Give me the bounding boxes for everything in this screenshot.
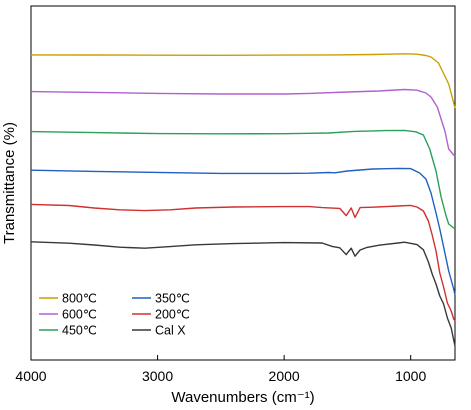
series-line-600 [30, 88, 456, 157]
legend-label: 200℃ [155, 308, 190, 322]
series-curves [30, 53, 456, 347]
series-line-350 [30, 167, 456, 296]
legend-label: 800℃ [62, 292, 97, 306]
series-line-800 [30, 53, 456, 109]
x-tick-label: 4000 [15, 368, 46, 384]
series-line-450 [30, 129, 455, 229]
x-tick-label: 2000 [269, 368, 300, 384]
series-line-200 [30, 203, 456, 322]
x-axis-title: Wavenumbers (cm⁻¹) [171, 389, 314, 406]
x-tick-label: 1000 [395, 368, 426, 384]
x-axis-ticks: 4000 3000 2000 1000 [15, 355, 426, 384]
legend-label: 350℃ [155, 292, 190, 306]
plot-frame [30, 5, 456, 361]
legend-label: Cal X [155, 324, 186, 338]
series-line-calx [30, 241, 456, 347]
legend: 800℃ 600℃ 450℃ 350℃ 200℃ Cal X [39, 292, 190, 338]
legend-label: 450℃ [62, 324, 97, 338]
legend-label: 600℃ [62, 308, 97, 322]
x-tick-label: 3000 [142, 368, 173, 384]
y-axis-title: Transmittance (%) [1, 122, 18, 244]
